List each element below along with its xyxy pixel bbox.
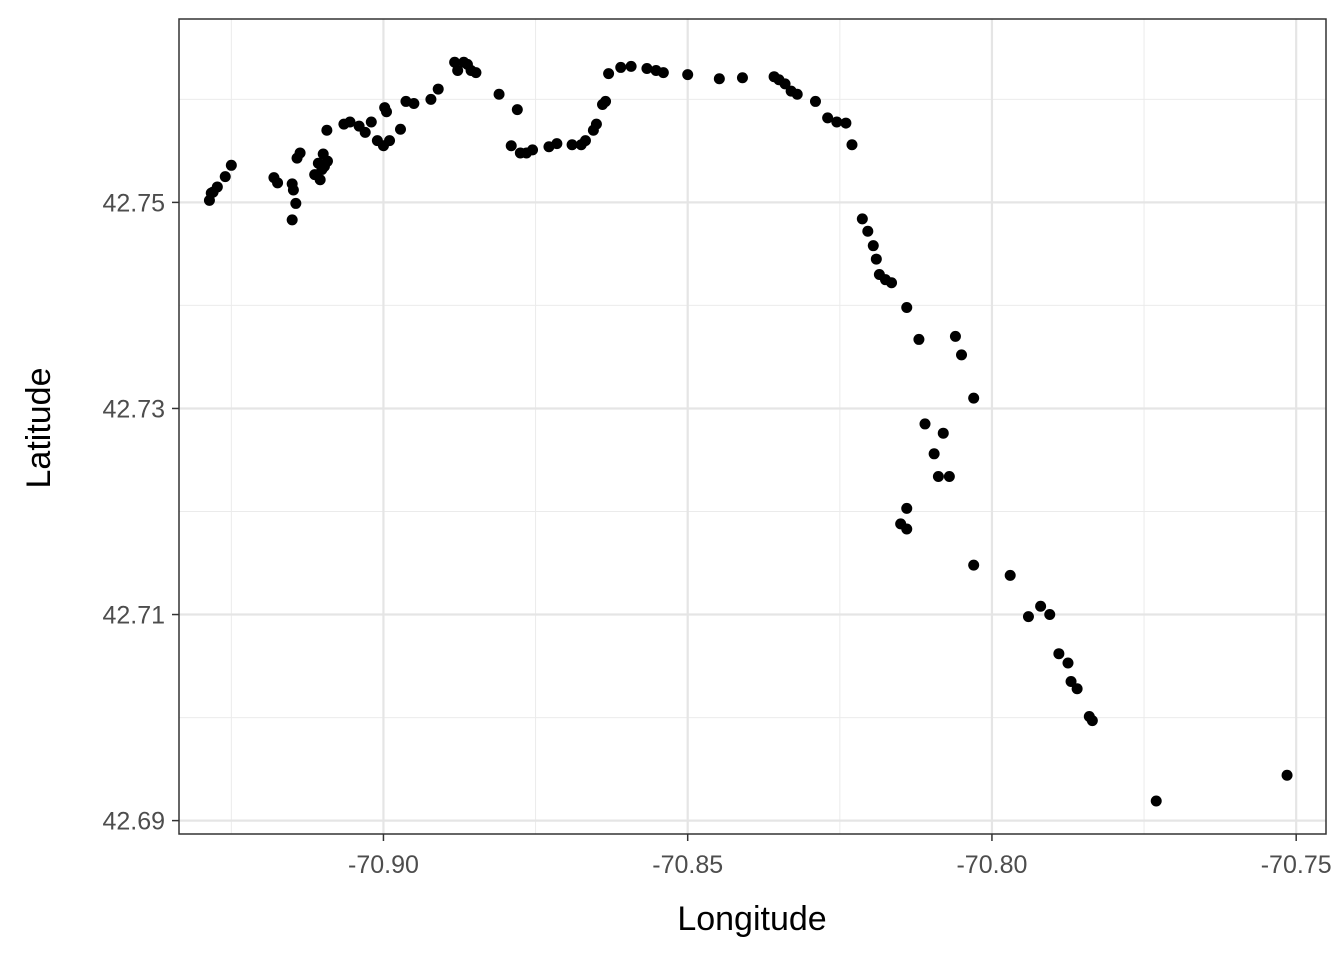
data-point [219, 171, 231, 183]
plot-panel-border [178, 18, 1327, 835]
data-point [840, 117, 852, 129]
data-point [344, 116, 356, 128]
data-point [425, 93, 437, 105]
data-point [511, 104, 523, 116]
data-point [551, 138, 563, 150]
data-point [470, 67, 482, 79]
data-point [321, 155, 333, 167]
y-tick-label: 42.75 [102, 189, 165, 217]
data-point [932, 470, 944, 482]
data-point [831, 116, 843, 128]
data-point [1065, 676, 1077, 688]
x-axis: -70.90 -70.85 -70.80 -70.75 [348, 834, 1332, 879]
data-point [641, 62, 653, 74]
data-point [1281, 769, 1293, 781]
data-point [956, 349, 968, 361]
data-point [867, 240, 879, 252]
data-point [657, 67, 669, 79]
data-point [862, 225, 874, 237]
data-point [913, 333, 925, 345]
data-point [452, 65, 464, 77]
data-point [394, 123, 406, 135]
major-gridlines [179, 19, 1326, 834]
data-point [1022, 611, 1034, 623]
data-point [791, 88, 803, 100]
x-tick-label: -70.75 [1261, 851, 1332, 879]
data-point [779, 78, 791, 90]
data-point [1004, 569, 1016, 581]
x-tick-label: -70.80 [956, 851, 1027, 879]
data-point [809, 95, 821, 107]
data-point [1053, 648, 1065, 660]
data-point [590, 118, 602, 130]
data-point [1150, 795, 1162, 807]
x-axis-title: Longitude [677, 900, 826, 938]
data-point [846, 139, 858, 151]
data-point [937, 427, 949, 439]
data-points [203, 56, 1293, 807]
x-tick-label: -70.85 [652, 851, 723, 879]
data-point [432, 83, 444, 95]
data-point [527, 144, 539, 156]
data-point [615, 61, 627, 73]
data-point [949, 330, 961, 342]
data-point [822, 112, 834, 124]
data-point [968, 559, 980, 571]
data-point [566, 139, 578, 151]
x-tick-label: -70.90 [348, 851, 419, 879]
y-tick-label: 42.69 [102, 808, 165, 836]
data-point [286, 214, 298, 226]
data-point [870, 253, 882, 265]
data-point [919, 418, 931, 430]
data-point [359, 126, 371, 138]
y-tick-label: 42.73 [102, 395, 165, 423]
y-axis: 42.69 42.71 42.73 42.75 [102, 189, 179, 836]
data-point [294, 147, 306, 159]
data-point [493, 88, 505, 100]
data-point [1062, 657, 1074, 669]
data-point [1035, 600, 1047, 612]
data-point [625, 60, 637, 72]
data-point [287, 184, 299, 196]
data-point [314, 174, 326, 186]
data-point [603, 68, 615, 80]
data-point [365, 116, 377, 128]
data-point [1071, 683, 1083, 695]
data-point [901, 523, 913, 535]
data-point [901, 301, 913, 313]
data-point [380, 106, 392, 118]
data-point [928, 448, 940, 460]
data-point [272, 177, 284, 189]
data-point [901, 502, 913, 514]
data-point [856, 213, 868, 225]
data-point [736, 72, 748, 84]
data-point [579, 135, 591, 147]
data-point [968, 392, 980, 404]
y-tick-label: 42.71 [102, 602, 165, 630]
data-point [1086, 715, 1098, 727]
data-point [321, 124, 333, 136]
data-point [682, 69, 694, 81]
data-point [943, 470, 955, 482]
data-point [290, 197, 302, 209]
data-point [211, 181, 223, 193]
y-axis-title: Latitude [20, 368, 58, 489]
data-point [600, 95, 612, 107]
data-point [505, 140, 517, 152]
data-point [713, 73, 725, 85]
data-point [886, 277, 898, 289]
data-point [225, 159, 237, 171]
minor-gridlines [179, 19, 1326, 834]
data-point [1044, 609, 1056, 621]
data-point [449, 56, 461, 68]
data-point [408, 97, 420, 109]
data-point [384, 135, 396, 147]
